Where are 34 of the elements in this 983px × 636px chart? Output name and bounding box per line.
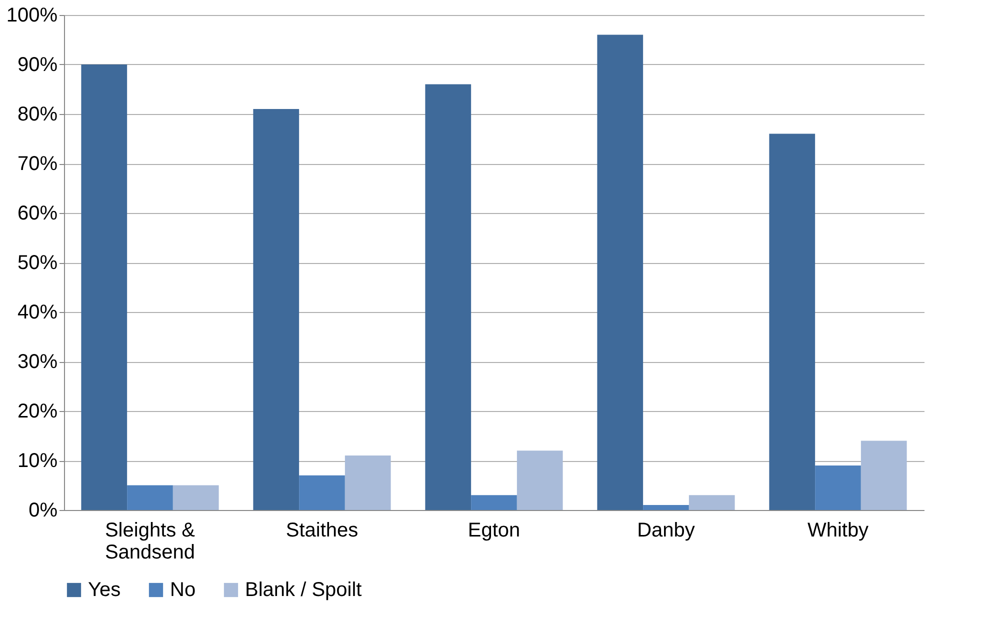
x-tick-label: Staithes [286,520,358,542]
y-tick-label: 50% [17,252,58,274]
y-tick-label: 40% [17,302,58,324]
legend-label: Yes [88,579,121,601]
bar [299,475,345,510]
bar [253,109,300,510]
y-tick-label: 100% [6,4,58,26]
x-tick-label: Sleights & Sandsend [104,520,196,564]
legend-label: Blank / Spoilt [245,579,362,601]
bar [516,450,563,510]
bar [471,495,517,510]
bar [127,485,173,510]
bar [860,440,907,510]
bar [643,505,689,510]
legend-label: No [170,579,196,601]
bar [344,456,391,510]
x-tick-label: Whitby [807,520,869,542]
bar [425,84,472,510]
y-tick-label: 10% [17,450,58,472]
y-tick-label: 30% [17,351,58,373]
bar [688,495,735,510]
y-tick-label: 90% [17,54,58,76]
x-tick-label: Danby [637,520,695,542]
bar [172,485,219,510]
bar [81,64,128,510]
y-tick-label: 20% [17,400,58,422]
y-tick-label: 80% [17,104,58,126]
bar [815,465,861,510]
y-tick-label: 60% [17,202,58,224]
y-tick-label: 70% [17,153,58,175]
bar [769,134,816,510]
x-tick-label: Egton [468,520,520,542]
y-tick-label: 0% [28,500,58,522]
bar [597,34,644,510]
